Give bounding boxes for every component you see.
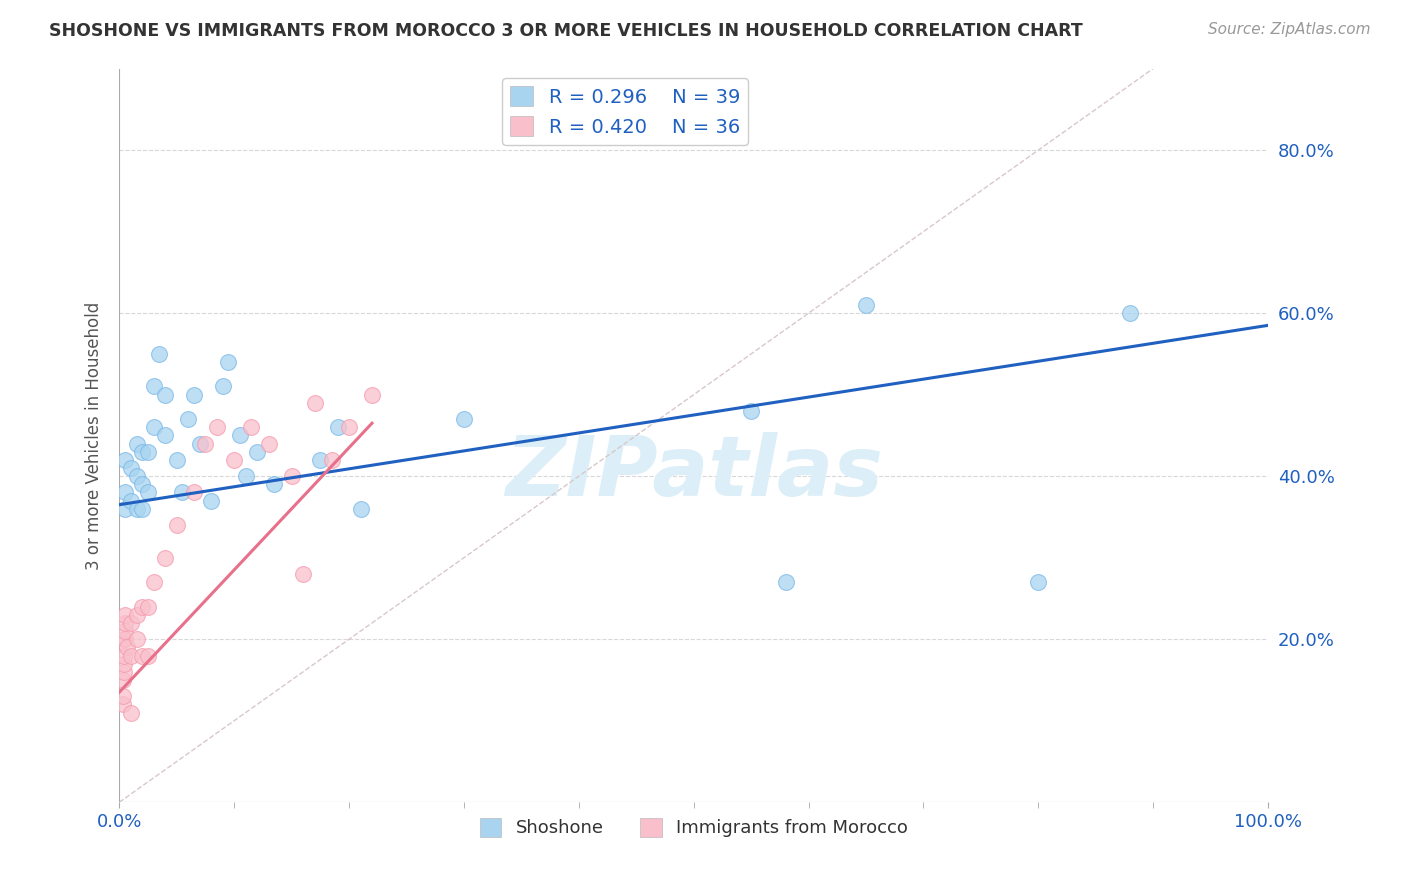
Text: ZIPatlas: ZIPatlas: [505, 432, 883, 513]
Point: [142, 379, 165, 393]
Text: Source: ZipAtlas.com: Source: ZipAtlas.com: [1208, 22, 1371, 37]
Point: [337, 420, 360, 434]
Point: [309, 453, 332, 467]
Point: [125, 607, 148, 622]
Point: [112, 648, 135, 663]
Point: [142, 575, 165, 590]
Point: [155, 387, 177, 401]
Point: [131, 501, 153, 516]
Point: [229, 428, 252, 442]
Point: [120, 461, 142, 475]
Point: [155, 428, 177, 442]
Point: [200, 493, 222, 508]
Text: SHOSHONE VS IMMIGRANTS FROM MOROCCO 3 OR MORE VEHICLES IN HOUSEHOLD CORRELATION : SHOSHONE VS IMMIGRANTS FROM MOROCCO 3 OR…: [49, 22, 1083, 40]
Point: [114, 624, 136, 638]
Point: [349, 501, 371, 516]
Point: [855, 298, 877, 312]
Point: [166, 453, 188, 467]
Point: [136, 648, 159, 663]
Point: [246, 444, 269, 458]
Point: [114, 485, 136, 500]
Point: [172, 485, 194, 500]
Point: [131, 444, 153, 458]
Point: [114, 615, 136, 630]
Point: [120, 706, 142, 720]
Point: [114, 632, 136, 647]
Point: [326, 420, 349, 434]
Point: [166, 518, 188, 533]
Point: [240, 420, 263, 434]
Point: [114, 607, 136, 622]
Point: [111, 690, 134, 704]
Point: [280, 469, 302, 483]
Point: [125, 436, 148, 450]
Point: [217, 355, 239, 369]
Point: [131, 477, 153, 491]
Point: [120, 615, 142, 630]
Point: [112, 657, 135, 671]
Point: [292, 566, 315, 581]
Point: [453, 412, 475, 426]
Point: [235, 469, 257, 483]
Point: [211, 379, 233, 393]
Point: [177, 412, 200, 426]
Point: [120, 648, 142, 663]
Point: [131, 599, 153, 614]
Point: [114, 453, 136, 467]
Point: [183, 387, 205, 401]
Point: [148, 347, 170, 361]
Point: [205, 420, 228, 434]
Point: [155, 550, 177, 565]
Point: [1028, 575, 1050, 590]
Point: [131, 648, 153, 663]
Point: [1119, 306, 1142, 320]
Point: [188, 436, 211, 450]
Point: [361, 387, 384, 401]
Point: [125, 501, 148, 516]
Point: [136, 485, 159, 500]
Point: [257, 436, 280, 450]
Point: [740, 404, 762, 418]
Point: [194, 436, 217, 450]
Point: [224, 453, 246, 467]
Point: [111, 673, 134, 687]
Point: [775, 575, 797, 590]
Point: [304, 396, 326, 410]
Point: [142, 420, 165, 434]
Y-axis label: 3 or more Vehicles in Household: 3 or more Vehicles in Household: [86, 301, 103, 569]
Point: [136, 444, 159, 458]
Point: [117, 640, 139, 655]
Point: [125, 469, 148, 483]
Point: [114, 501, 136, 516]
Point: [112, 632, 135, 647]
Point: [321, 453, 343, 467]
Point: [120, 493, 142, 508]
Point: [183, 485, 205, 500]
Point: [136, 599, 159, 614]
Point: [111, 698, 134, 712]
Legend: Shoshone, Immigrants from Morocco: Shoshone, Immigrants from Morocco: [472, 811, 915, 845]
Point: [263, 477, 285, 491]
Point: [112, 665, 135, 679]
Point: [125, 632, 148, 647]
